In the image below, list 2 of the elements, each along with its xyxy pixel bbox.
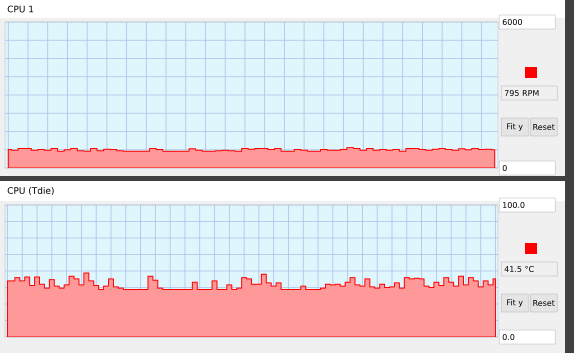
chart-title: CPU (Tdie) <box>8 187 54 196</box>
chart-title: CPU 1 <box>8 6 34 12</box>
